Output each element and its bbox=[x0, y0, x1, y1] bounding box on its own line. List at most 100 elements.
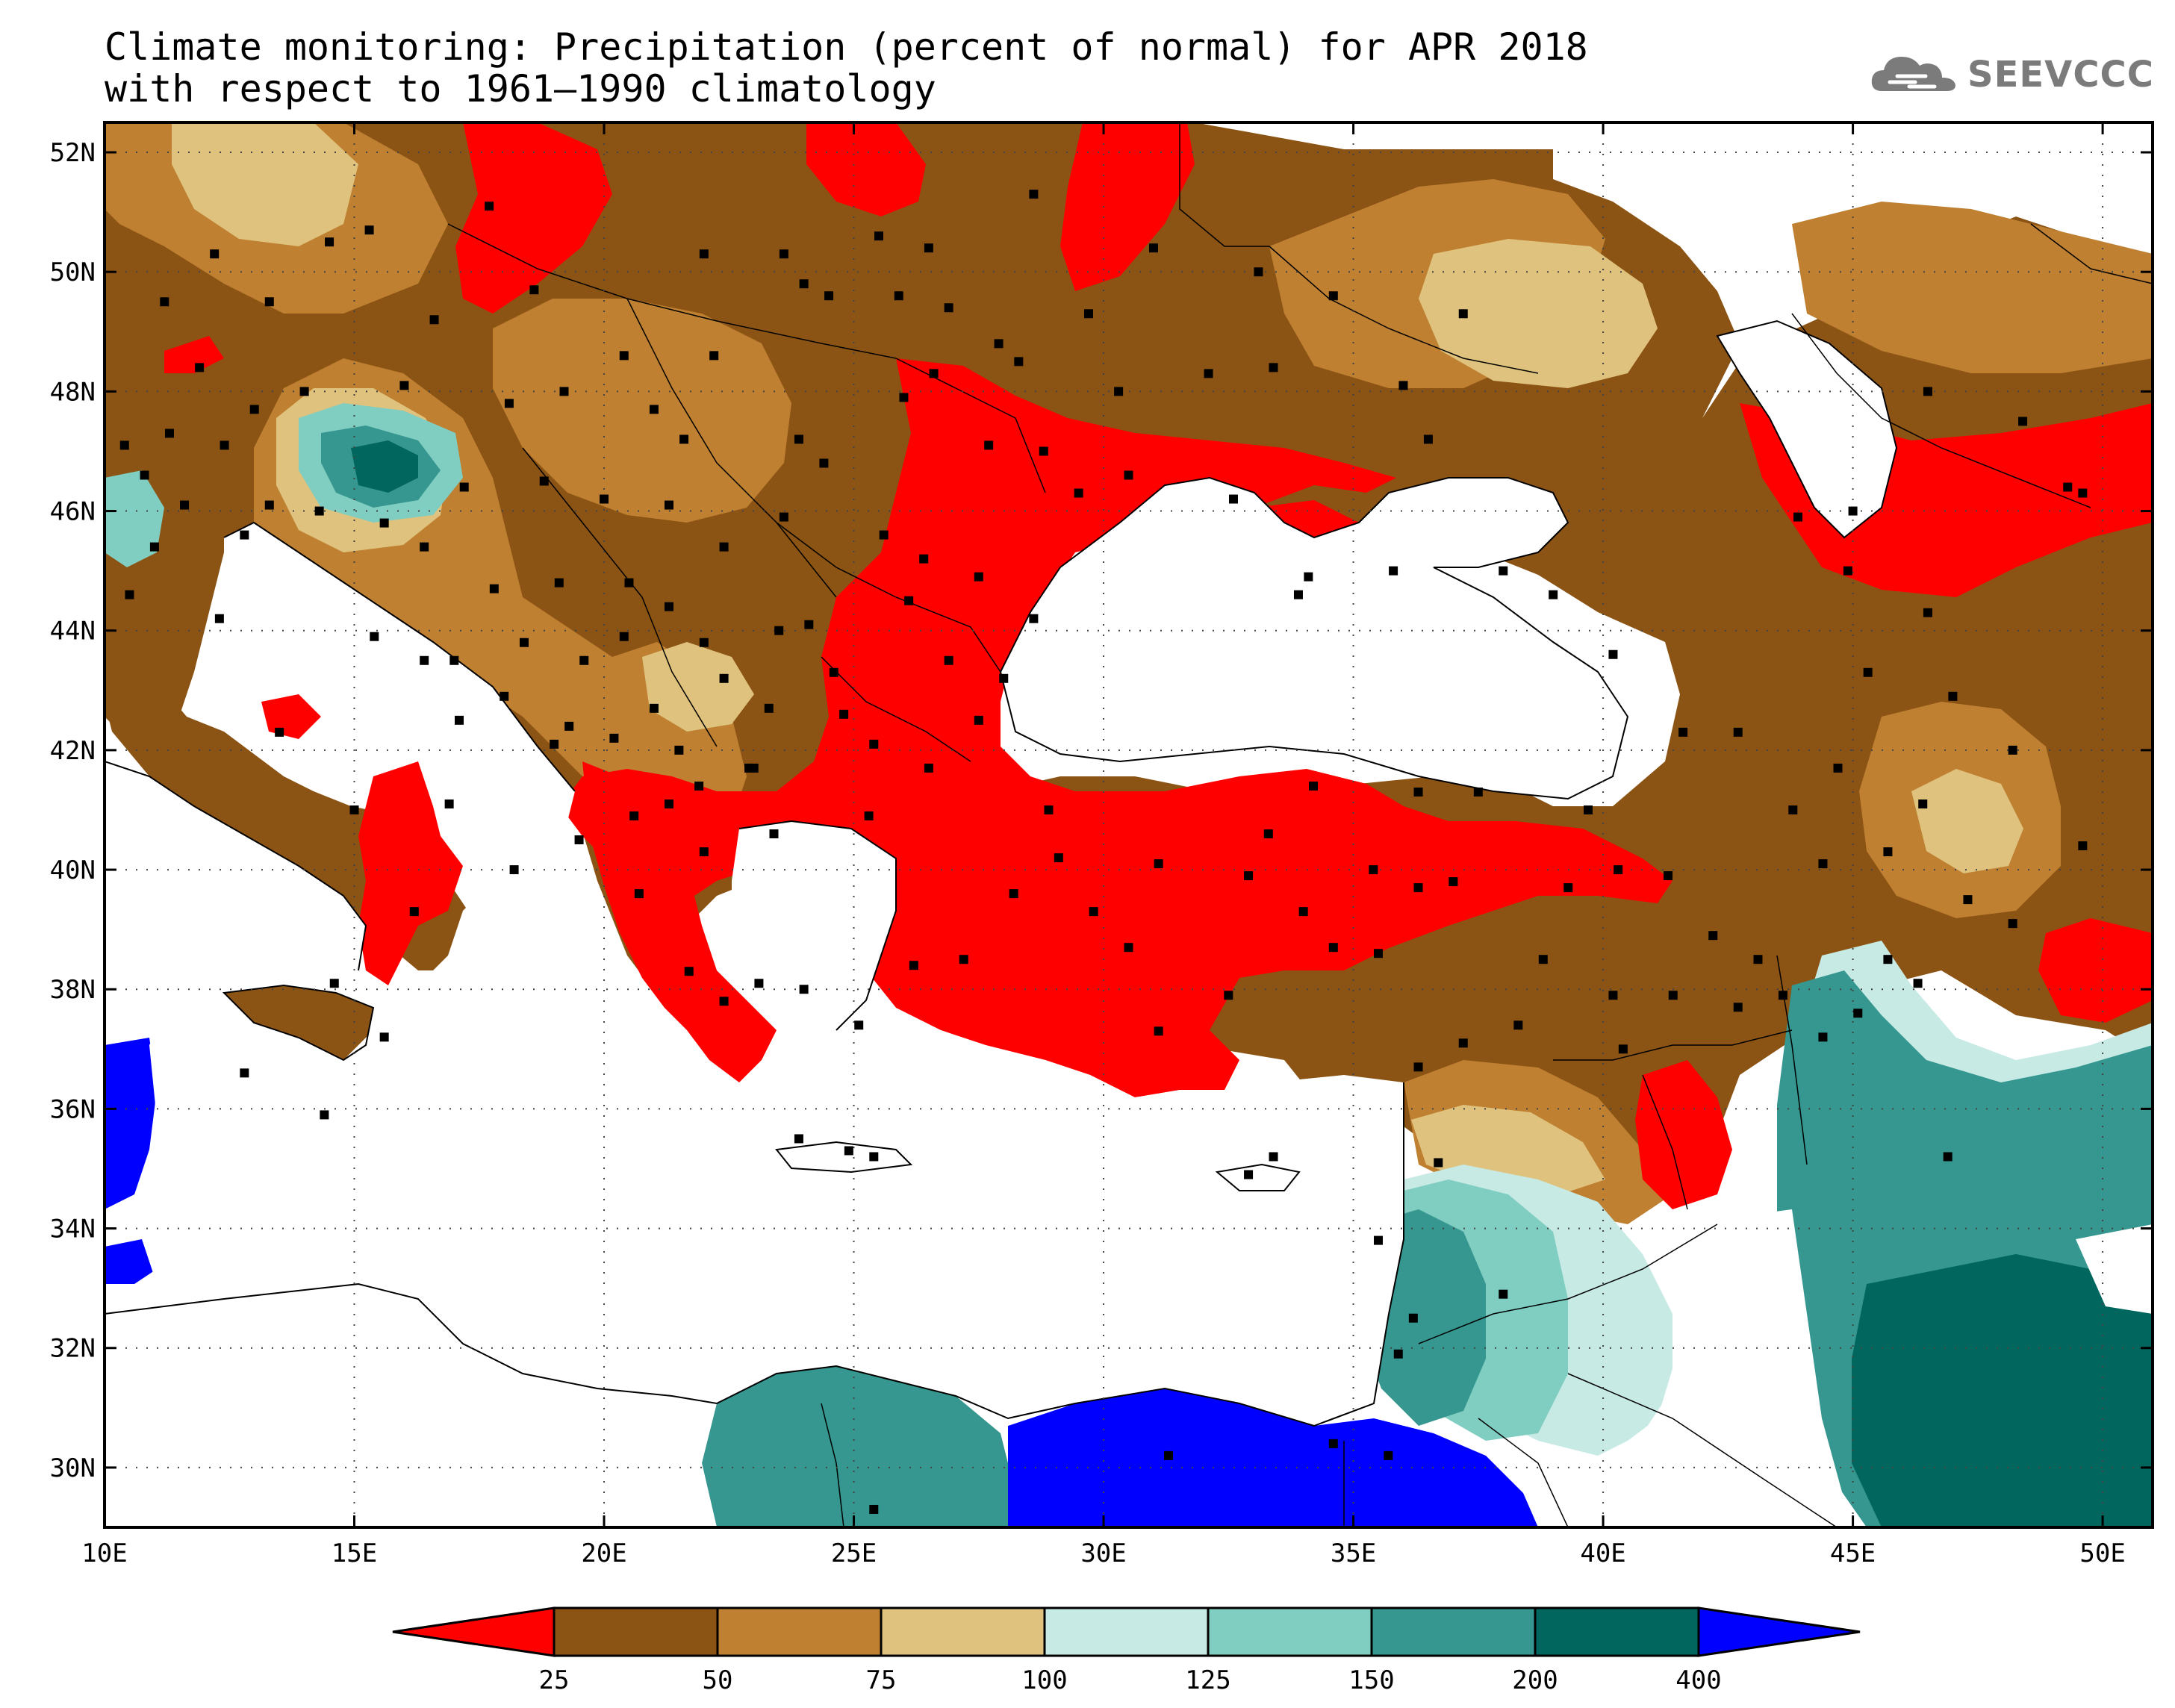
adriatic-sea bbox=[224, 523, 575, 821]
station-marker bbox=[420, 655, 429, 665]
station-marker bbox=[699, 249, 709, 259]
field-below-25-baltic bbox=[806, 122, 926, 216]
logo-text: SEEVCCC bbox=[1967, 54, 2154, 96]
field-below-25-poland bbox=[455, 122, 612, 314]
field-100-125-north bbox=[172, 122, 358, 246]
station-marker bbox=[904, 596, 914, 605]
station-marker bbox=[240, 530, 249, 540]
station-marker bbox=[314, 506, 324, 516]
station-marker bbox=[420, 542, 429, 552]
station-marker bbox=[349, 805, 359, 814]
station-marker bbox=[1298, 907, 1308, 917]
field-100-125-serbia bbox=[642, 642, 754, 732]
station-marker bbox=[959, 955, 968, 964]
station-marker bbox=[1029, 614, 1039, 623]
colorbar-bin bbox=[716, 1606, 883, 1657]
station-marker bbox=[509, 865, 519, 875]
station-marker bbox=[1369, 865, 1378, 875]
station-marker bbox=[1054, 853, 1063, 863]
station-marker bbox=[1244, 871, 1254, 881]
station-marker bbox=[1154, 859, 1163, 869]
station-marker bbox=[485, 202, 494, 211]
station-marker bbox=[679, 434, 689, 444]
station-marker bbox=[1778, 991, 1787, 1000]
field-125-150-west-alps bbox=[105, 470, 164, 567]
field-100-125-belarus bbox=[1419, 239, 1658, 388]
latitude-axis: 30N 32N 34N 36N 38N 40N 42N 44N 46N 48N 50N 52N bbox=[50, 138, 2153, 1483]
map-frame bbox=[103, 121, 2154, 1529]
station-marker bbox=[320, 1110, 329, 1120]
station-marker bbox=[684, 967, 694, 976]
no-data-arabia bbox=[1568, 1209, 1852, 1527]
station-marker bbox=[210, 249, 220, 259]
station-marker bbox=[600, 494, 609, 504]
field-below-25-azerbaijan bbox=[2038, 918, 2153, 1023]
station-marker bbox=[519, 638, 529, 647]
lat-tick-label: 40N bbox=[50, 855, 96, 885]
station-marker bbox=[974, 572, 983, 582]
station-marker bbox=[984, 440, 994, 450]
station-marker bbox=[974, 715, 983, 725]
lon-tick-label: 50E bbox=[2079, 1539, 2125, 1568]
station-marker bbox=[854, 1020, 864, 1030]
station-marker bbox=[220, 440, 229, 450]
station-marker bbox=[574, 835, 584, 845]
station-marker bbox=[869, 1152, 879, 1162]
station-marker bbox=[1923, 608, 1932, 617]
station-marker bbox=[1473, 787, 1483, 797]
station-marker bbox=[455, 715, 464, 725]
station-marker bbox=[1164, 1450, 1174, 1460]
colorbar-label: 150 bbox=[1348, 1665, 1394, 1695]
station-marker bbox=[1923, 387, 1932, 396]
lon-tick-label: 15E bbox=[332, 1539, 377, 1568]
station-marker bbox=[325, 237, 335, 247]
station-marker bbox=[370, 632, 379, 641]
station-marker bbox=[1458, 1038, 1468, 1048]
colorbar-label: 400 bbox=[1675, 1665, 1721, 1695]
station-marker bbox=[694, 781, 704, 791]
station-marker bbox=[1883, 955, 1893, 964]
station-marker bbox=[824, 291, 834, 301]
station-marker bbox=[1269, 1152, 1278, 1162]
station-marker bbox=[1304, 572, 1313, 582]
field-200-400-alps bbox=[351, 440, 418, 493]
station-marker bbox=[1309, 781, 1319, 791]
station-marker bbox=[459, 482, 469, 492]
field-75-100-east bbox=[1792, 202, 2153, 373]
station-marker bbox=[1293, 590, 1303, 599]
cloud-logo-icon bbox=[1871, 57, 1956, 91]
station-marker bbox=[609, 733, 619, 743]
station-marker bbox=[924, 243, 933, 253]
station-marker bbox=[1263, 829, 1273, 839]
lat-tick-label: 38N bbox=[50, 975, 96, 1005]
colorbar-bin bbox=[1370, 1606, 1537, 1657]
station-markers bbox=[119, 190, 2088, 1514]
station-marker bbox=[1423, 434, 1433, 444]
station-marker bbox=[1963, 895, 1973, 905]
station-marker bbox=[1044, 805, 1054, 814]
station-marker bbox=[2078, 488, 2088, 498]
station-marker bbox=[1563, 883, 1573, 893]
station-marker bbox=[799, 985, 809, 994]
station-marker bbox=[1733, 1003, 1743, 1012]
colorbar: 25 50 75 100 125 150 200 400 bbox=[392, 1606, 1861, 1695]
station-marker bbox=[1818, 859, 1828, 869]
lat-tick-label: 36N bbox=[50, 1094, 96, 1124]
station-marker bbox=[1124, 943, 1133, 953]
station-marker bbox=[1614, 865, 1623, 875]
station-marker bbox=[559, 387, 569, 396]
station-marker bbox=[529, 285, 539, 295]
station-marker bbox=[779, 512, 788, 522]
station-marker bbox=[899, 393, 909, 402]
field-sicily bbox=[224, 985, 373, 1060]
station-marker bbox=[929, 369, 939, 378]
station-marker bbox=[1204, 369, 1213, 378]
station-marker bbox=[2063, 482, 2073, 492]
station-marker bbox=[275, 727, 284, 737]
station-marker bbox=[764, 703, 774, 713]
station-marker bbox=[1863, 667, 1873, 677]
no-data-region-north bbox=[1195, 122, 1553, 149]
station-marker bbox=[754, 979, 764, 988]
lon-tick-label: 25E bbox=[831, 1539, 877, 1568]
